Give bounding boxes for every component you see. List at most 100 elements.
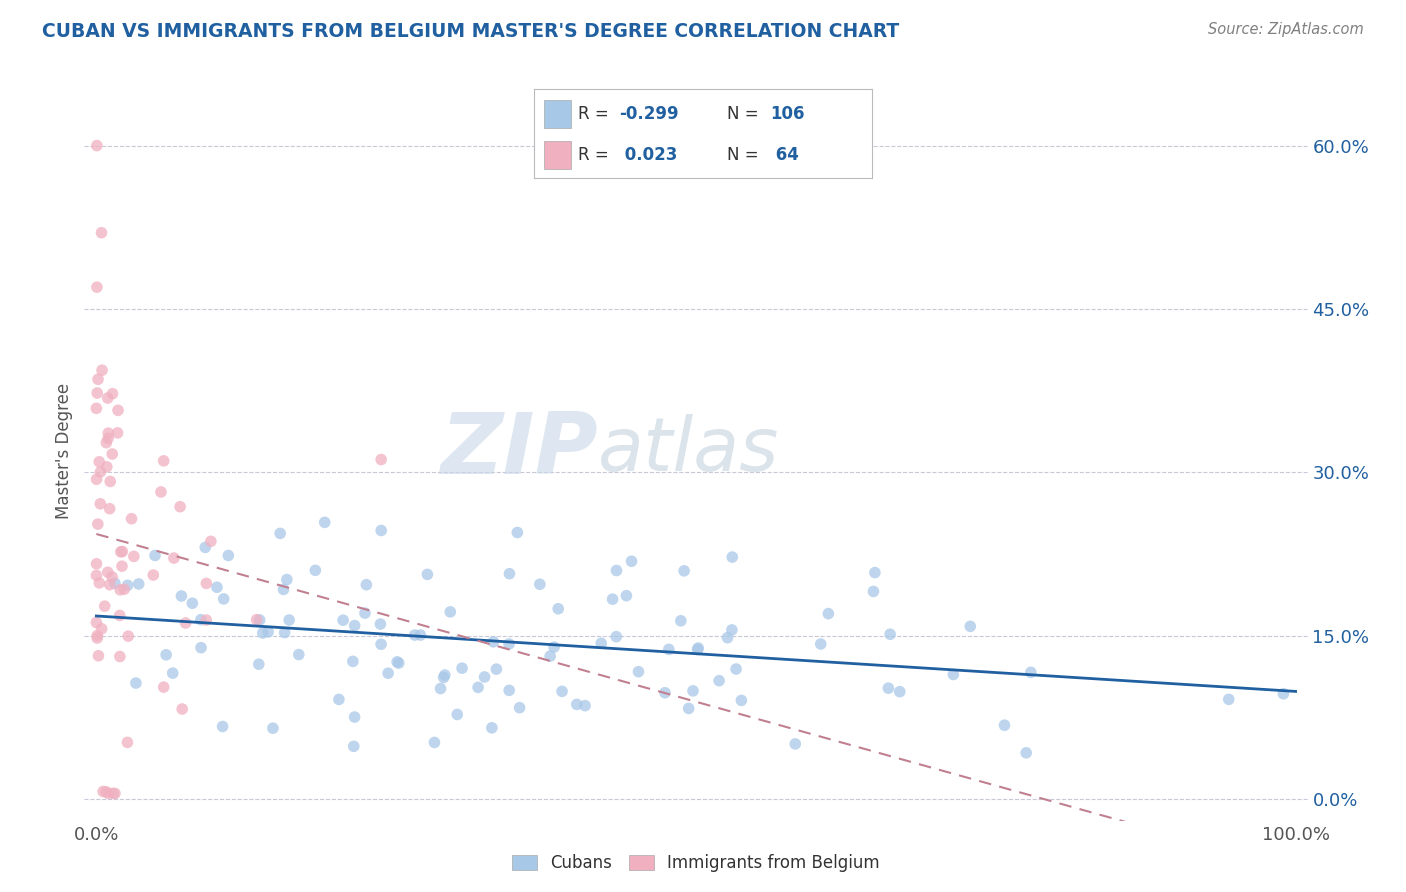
Point	[162, 666, 184, 681]
Point	[529, 577, 551, 591]
Point	[249, 613, 271, 627]
Point	[86, 628, 108, 642]
Point	[682, 684, 704, 698]
Point	[117, 578, 139, 592]
Point	[810, 637, 832, 651]
Point	[86, 631, 108, 645]
Text: R =: R =	[578, 146, 614, 164]
Point	[276, 573, 298, 587]
Point	[605, 630, 627, 644]
Text: R =: R =	[578, 105, 614, 123]
Point	[688, 641, 710, 656]
Point	[269, 526, 291, 541]
Point	[416, 567, 439, 582]
Point	[551, 684, 574, 698]
Point	[547, 601, 569, 615]
Point	[1272, 687, 1295, 701]
Point	[128, 577, 150, 591]
Point	[181, 596, 204, 610]
Point	[211, 719, 233, 733]
Point	[429, 681, 451, 696]
Point	[669, 614, 692, 628]
Text: CUBAN VS IMMIGRANTS FROM BELGIUM MASTER'S DEGREE CORRELATION CHART: CUBAN VS IMMIGRANTS FROM BELGIUM MASTER'…	[42, 22, 900, 41]
Point	[485, 662, 508, 676]
Point	[245, 613, 267, 627]
Point	[110, 545, 132, 559]
Point	[446, 707, 468, 722]
Point	[174, 615, 197, 630]
Point	[89, 465, 111, 479]
Point	[152, 454, 174, 468]
Point	[111, 544, 134, 558]
Point	[273, 625, 295, 640]
Text: -0.299: -0.299	[619, 105, 678, 123]
Point	[481, 721, 503, 735]
Point	[212, 591, 235, 606]
Point	[94, 785, 117, 799]
Point	[98, 577, 121, 591]
Point	[89, 455, 111, 469]
Point	[97, 431, 120, 445]
Point	[342, 654, 364, 668]
Point	[169, 500, 191, 514]
Point	[163, 551, 186, 566]
Point	[195, 576, 218, 591]
Point	[343, 618, 366, 632]
Point	[620, 554, 643, 568]
Point	[707, 673, 730, 688]
Point	[194, 541, 217, 555]
Point	[498, 637, 520, 651]
Point	[959, 619, 981, 633]
Point	[104, 576, 127, 591]
Point	[433, 670, 456, 684]
Point	[602, 592, 624, 607]
Point	[101, 786, 124, 800]
Point	[172, 702, 194, 716]
Point	[91, 784, 114, 798]
Text: N =: N =	[727, 105, 763, 123]
Point	[96, 435, 118, 450]
Point	[195, 613, 218, 627]
Text: 0.023: 0.023	[619, 146, 678, 164]
Text: N =: N =	[727, 146, 763, 164]
Point	[543, 640, 565, 654]
Point	[862, 584, 884, 599]
Point	[605, 564, 627, 578]
Point	[97, 786, 120, 800]
Point	[98, 501, 121, 516]
Point	[97, 426, 120, 441]
Point	[730, 693, 752, 707]
Point	[565, 698, 588, 712]
Point	[190, 613, 212, 627]
Point	[155, 648, 177, 662]
Point	[86, 557, 108, 571]
Point	[97, 566, 120, 580]
Point	[354, 606, 377, 620]
Point	[467, 681, 489, 695]
Point	[89, 497, 111, 511]
Point	[388, 656, 411, 670]
Point	[122, 549, 145, 564]
Point	[108, 649, 131, 664]
Text: Source: ZipAtlas.com: Source: ZipAtlas.com	[1208, 22, 1364, 37]
Legend: Cubans, Immigrants from Belgium: Cubans, Immigrants from Belgium	[505, 847, 887, 879]
Point	[86, 615, 108, 630]
Point	[332, 613, 354, 627]
Point	[262, 721, 284, 735]
Point	[506, 525, 529, 540]
Point	[343, 739, 366, 754]
Point	[86, 280, 108, 294]
Point	[101, 447, 124, 461]
Point	[785, 737, 807, 751]
Point	[86, 472, 108, 486]
FancyBboxPatch shape	[544, 100, 571, 128]
Point	[863, 566, 886, 580]
Point	[98, 475, 121, 489]
Point	[190, 640, 212, 655]
Point	[721, 550, 744, 565]
Point	[673, 564, 696, 578]
FancyBboxPatch shape	[544, 141, 571, 169]
Point	[117, 629, 139, 643]
Text: atlas: atlas	[598, 415, 779, 486]
Point	[257, 624, 280, 639]
